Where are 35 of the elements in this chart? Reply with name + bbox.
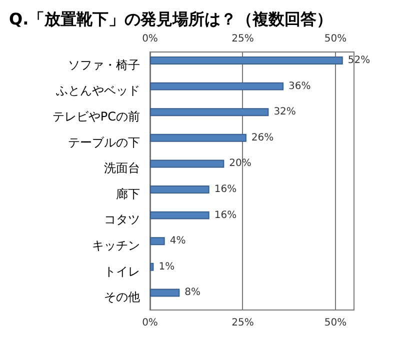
bar bbox=[150, 134, 246, 142]
y-tick-label: テレビやPCの前 bbox=[52, 110, 140, 124]
bar bbox=[150, 108, 269, 116]
y-tick-label: テーブルの下 bbox=[68, 135, 140, 150]
bar bbox=[150, 56, 343, 64]
x-tick-label: 50% bbox=[324, 318, 347, 328]
x2-tick-label: 25% bbox=[232, 34, 254, 44]
bar bbox=[150, 288, 180, 297]
data-label: 4% bbox=[170, 236, 186, 247]
x-tick-label: 0% bbox=[142, 318, 158, 328]
y-tick-label: 廊下 bbox=[116, 186, 140, 201]
bar bbox=[150, 262, 154, 271]
bar bbox=[150, 186, 210, 194]
chart-title: Q.「放置靴下」の発見場所は？（複数回答） bbox=[9, 10, 333, 28]
data-label: 26% bbox=[251, 132, 274, 144]
data-label: 8% bbox=[184, 287, 201, 298]
bar bbox=[150, 82, 284, 90]
y-tick-label: その他 bbox=[104, 290, 140, 304]
y-tick-label: ソファ・椅子 bbox=[68, 58, 140, 72]
y-tick-label: 洗面台 bbox=[104, 161, 140, 176]
x2-tick-label: 50% bbox=[324, 34, 347, 44]
data-label: 1% bbox=[158, 261, 175, 272]
bar bbox=[150, 211, 210, 220]
y-tick-label: トイレ bbox=[104, 264, 140, 278]
y-tick-label: コタツ bbox=[104, 212, 140, 227]
bar bbox=[150, 237, 165, 246]
y-tick-label: ふとんやベッド bbox=[55, 84, 140, 98]
x-tick-label: 25% bbox=[232, 318, 254, 328]
data-label: 16% bbox=[214, 184, 237, 196]
bar bbox=[150, 160, 224, 168]
y-tick-label: キッチン bbox=[92, 238, 140, 252]
data-label: 36% bbox=[288, 80, 311, 92]
data-label: 16% bbox=[214, 210, 237, 221]
data-label: 32% bbox=[274, 106, 296, 118]
x2-tick-label: 0% bbox=[142, 34, 158, 44]
